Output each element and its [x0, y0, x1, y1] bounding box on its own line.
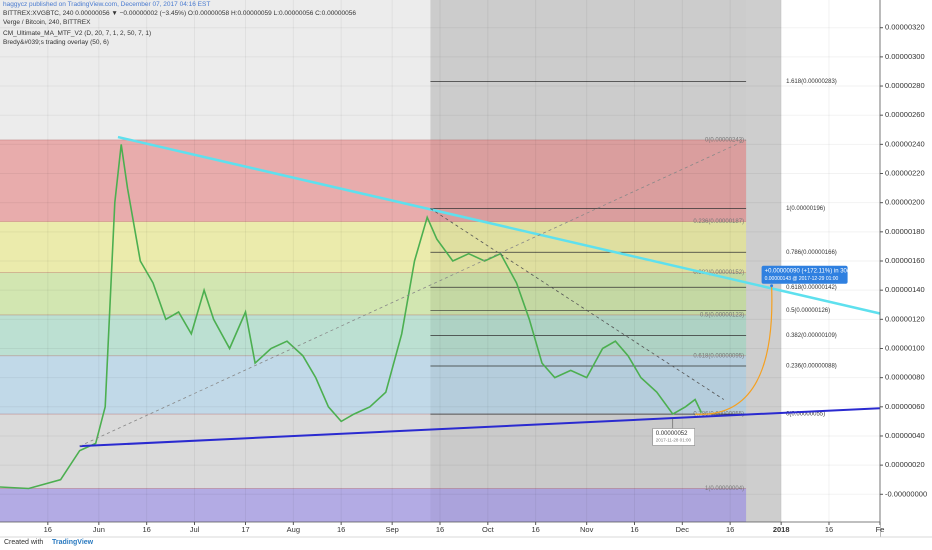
x-tick-label: 16 [44, 525, 52, 534]
y-tick-label: 0.00000040 [885, 431, 925, 440]
quote-line: BITTREX:XVGBTC, 240 0.00000056 ▼ −0.0000… [3, 10, 356, 17]
fib-band [0, 414, 747, 489]
publisher-line: haggycz published on TradingView.com, De… [3, 1, 211, 8]
x-tick-label: Oct [482, 525, 495, 534]
y-tick-label: 0.00000280 [885, 81, 925, 90]
trendline [79, 139, 747, 447]
x-tick-label: 16 [436, 525, 444, 534]
fib-label: 0.236(0.00000187) [693, 219, 744, 225]
fib-label: 0.786(0.00000166) [786, 250, 837, 256]
x-tick-label: 17 [241, 525, 249, 534]
footer-brand[interactable]: TradingView [52, 539, 94, 546]
y-tick-label: 0.00000020 [885, 460, 925, 469]
low-box [652, 428, 696, 446]
fib-band [0, 221, 747, 273]
y-tick-label: 0.00000240 [885, 139, 925, 148]
fib-label: 0.786(0.00000055) [693, 412, 744, 418]
projection-box [761, 265, 848, 284]
x-tick-label: Nov [580, 525, 594, 534]
y-tick-label: 0.00000300 [885, 52, 925, 61]
projection-arc [695, 285, 773, 415]
y-tick-label: 0.00000320 [885, 23, 925, 32]
x-axis-panel [0, 522, 880, 537]
projection-subtext: 0.00000143 @ 2017-12-29 01:00 [765, 276, 839, 282]
trendline [117, 135, 881, 315]
low-text: 0.00000052 [656, 431, 688, 437]
y-tick-label: 0.00000200 [885, 198, 925, 207]
y-tick-label: 0.00000260 [885, 110, 925, 119]
y-axis-panel [880, 0, 932, 537]
symbol-line: Verge / Bitcoin, 240, BITTREX [3, 19, 91, 26]
low-subtext: 2017-11-28 01:00 [656, 438, 692, 443]
x-tick-label: 16 [531, 525, 539, 534]
y-tick-label: 0.00000140 [885, 285, 925, 294]
y-tick-label: 0.00000220 [885, 168, 925, 177]
fib-band [0, 139, 747, 222]
x-tick-label: 16 [142, 525, 150, 534]
x-tick-label: Jun [93, 525, 105, 534]
trendline [79, 407, 881, 448]
x-tick-label: Sep [385, 525, 398, 534]
y-tick-label: 0.00000080 [885, 373, 925, 382]
x-tick-label: Aug [287, 525, 300, 534]
x-tick-label: 16 [825, 525, 833, 534]
projection-text: +0.00000090 (+172.11%) in 30d [765, 268, 851, 274]
y-tick-label: 0.00000060 [885, 402, 925, 411]
trendline [430, 208, 724, 400]
fib-label: 1(0.00000004) [705, 486, 744, 492]
fib-label: 0.5(0.00000126) [786, 308, 830, 314]
x-tick-label: Dec [676, 525, 690, 534]
y-tick-label: 0.00000160 [885, 256, 925, 265]
y-tick-label: 0.00000180 [885, 227, 925, 236]
x-tick-label: 16 [630, 525, 638, 534]
fib-label: 0.382(0.00000109) [786, 333, 837, 339]
projection-point [770, 284, 774, 288]
fib-label: 0.618(0.00000095) [693, 353, 744, 359]
fib-label: 0.236(0.00000088) [786, 364, 837, 370]
fib-band [0, 272, 747, 315]
x-tick-label: Fe [876, 525, 885, 534]
footer-text: Created with [4, 539, 44, 546]
x-tick-label: 16 [337, 525, 345, 534]
y-tick-label: -0.00000000 [885, 489, 927, 498]
indicator-line: CM_Ultimate_MA_MTF_V2 (D, 20, 7, 1, 2, 5… [3, 30, 152, 37]
fib-label: 0(0.00000055) [786, 412, 825, 418]
fib-label: 0.5(0.00000123) [700, 313, 744, 319]
fib-label: 1.618(0.00000283) [786, 79, 837, 85]
price-line [0, 144, 703, 490]
x-tick-label: Jul [190, 525, 200, 534]
fib-label: 0(0.00000243) [705, 138, 744, 144]
fib-band [0, 488, 747, 522]
y-tick-label: 0.00000100 [885, 343, 925, 352]
fib-label: 0.382(0.00000152) [693, 270, 744, 276]
indicator-line: Bredy&#039;s trading overlay (50, 6) [3, 39, 109, 46]
fib-label: 0.618(0.00000142) [786, 285, 837, 291]
fib-label: 1(0.00000196) [786, 206, 825, 212]
y-tick-label: 0.00000120 [885, 314, 925, 323]
x-tick-label: 2018 [773, 525, 790, 534]
x-tick-label: 16 [726, 525, 734, 534]
